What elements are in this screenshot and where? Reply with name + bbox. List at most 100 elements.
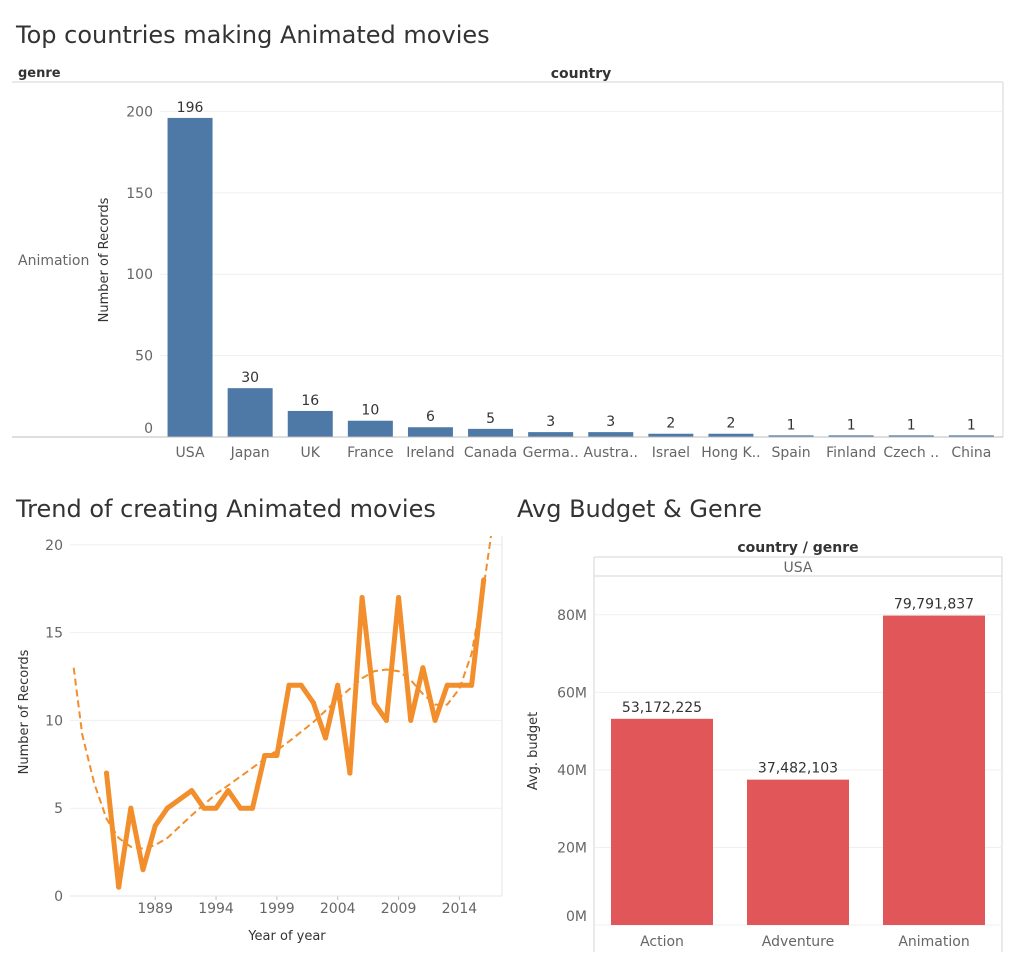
data-point [262, 753, 268, 759]
x-tick-label: France [347, 445, 394, 461]
data-label: 10 [361, 403, 379, 419]
x-tick-label: 2014 [442, 901, 478, 917]
y-tick-label: 80M [557, 608, 587, 624]
x-tick-label: China [951, 445, 991, 461]
y-tick-label: 100 [126, 267, 153, 283]
data-point [213, 805, 219, 811]
data-point [335, 682, 341, 688]
x-tick-label: 1994 [198, 901, 234, 917]
data-point [456, 682, 462, 688]
x-tick-label: UK [301, 445, 321, 461]
bar [948, 435, 994, 437]
x-tick-label: USA [176, 445, 205, 461]
data-label: 53,172,225 [622, 700, 702, 716]
data-label: 1 [967, 417, 976, 433]
data-point [152, 823, 158, 829]
y-tick-label: 200 [126, 104, 153, 120]
data-label: 2 [666, 416, 675, 432]
data-label: 1 [787, 417, 796, 433]
y-tick-label: 0 [144, 421, 153, 437]
x-tick-label: Animation [898, 934, 969, 950]
avg-budget-chart: country / genre USA Avg. budget 0M 20M 40M… [526, 540, 1003, 952]
column-header-country: country [551, 66, 612, 82]
x-tick-label: Finland [826, 445, 876, 461]
x-tick-label: 1999 [259, 901, 295, 917]
data-point [371, 700, 377, 706]
x-tick-label: Canada [464, 445, 517, 461]
data-point [469, 682, 475, 688]
data-label: 30 [241, 370, 259, 386]
x-tick-label: Hong K.. [701, 445, 760, 461]
x-tick-label: 2009 [381, 901, 417, 917]
bar [883, 615, 985, 925]
x-tick-label: 1989 [137, 901, 173, 917]
data-point [140, 867, 146, 873]
bar [611, 718, 713, 925]
data-point [383, 717, 389, 723]
y-tick-label: 50 [135, 349, 153, 365]
data-label: 5 [486, 411, 495, 427]
data-point [104, 770, 110, 776]
y-tick-label: 60M [557, 685, 587, 701]
data-label: 3 [606, 414, 615, 430]
x-tick-label: Austra.. [584, 445, 638, 461]
data-label: 3 [546, 414, 555, 430]
data-point [225, 788, 231, 794]
x-tick-label: Ireland [406, 445, 454, 461]
data-point [237, 805, 243, 811]
data-point [286, 682, 292, 688]
data-label: 79,791,837 [894, 597, 974, 613]
chart1-title: Top countries making Animated movies [16, 21, 490, 49]
row-label-animation: Animation [18, 253, 89, 269]
data-point [116, 884, 122, 890]
bar [167, 117, 213, 437]
bar [888, 435, 934, 437]
y-tick-label: 20M [557, 840, 587, 856]
data-point [250, 805, 256, 811]
bar [407, 427, 453, 437]
chart2-title: Trend of creating Animated movies [16, 495, 436, 523]
y-axis-label: Avg. budget [526, 712, 541, 790]
data-point [189, 788, 195, 794]
data-point [359, 594, 365, 600]
data-point [432, 717, 438, 723]
data-point [408, 717, 414, 723]
data-label: 16 [301, 393, 319, 409]
data-point [323, 735, 329, 741]
bar [588, 432, 634, 437]
animation-trend-chart: Number of Records Year of year 05101520 … [17, 536, 503, 944]
data-label: 1 [907, 417, 916, 433]
data-point [310, 700, 316, 706]
data-point [396, 594, 402, 600]
x-tick-label: Spain [771, 445, 810, 461]
y-tick-label: 15 [45, 626, 63, 642]
row-header-genre: genre [18, 66, 61, 81]
x-tick-label: Israel [652, 445, 690, 461]
bar [347, 420, 393, 437]
data-label: 2 [726, 416, 735, 432]
data-point [444, 682, 450, 688]
chart3-title: Avg Budget & Genre [517, 495, 763, 523]
y-tick-label: 5 [54, 801, 63, 817]
y-tick-label: 20 [45, 538, 63, 554]
y-tick-label: 10 [45, 713, 63, 729]
data-point [298, 682, 304, 688]
y-tick-label: 150 [126, 186, 153, 202]
x-tick-label: Adventure [762, 934, 834, 950]
bar [828, 435, 874, 437]
data-point [128, 805, 134, 811]
y-tick-label: 0M [566, 909, 587, 925]
data-point [164, 805, 170, 811]
x-tick-label: Japan [230, 445, 270, 461]
bar [468, 428, 514, 437]
data-label: 1 [847, 417, 856, 433]
x-axis-label: Year of year [247, 929, 326, 944]
data-point [201, 805, 207, 811]
animation-by-country-chart: genre country Animation Number of Record… [12, 66, 1004, 461]
data-label: 37,482,103 [758, 761, 838, 777]
bar [648, 433, 694, 437]
data-point [420, 665, 426, 671]
bar [708, 433, 754, 437]
data-label: 6 [426, 409, 435, 425]
x-tick-label: 2004 [320, 901, 356, 917]
